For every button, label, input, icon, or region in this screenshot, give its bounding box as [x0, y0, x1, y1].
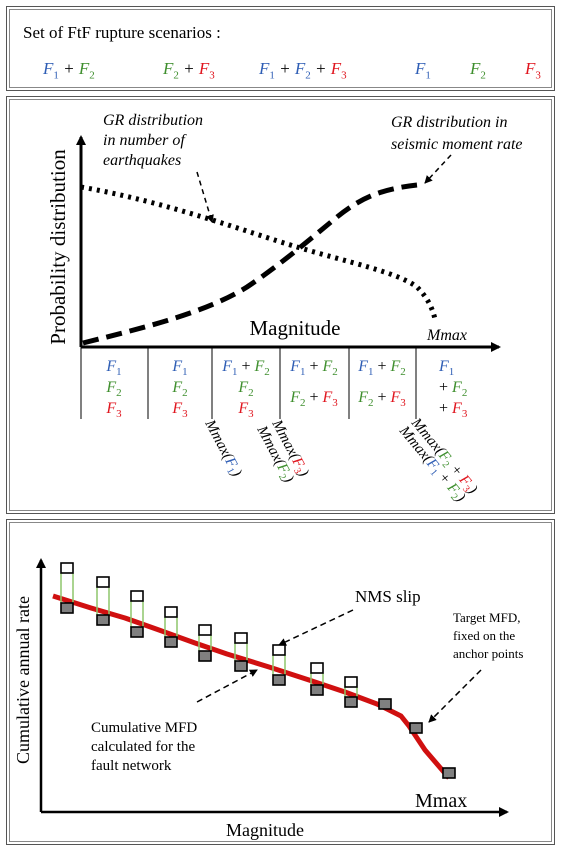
- panel-frame: [9, 99, 552, 511]
- scenario-table: [80, 347, 417, 419]
- fault-rate-marker: [164, 606, 178, 618]
- annot-left-line1: GR distribution: [103, 112, 203, 129]
- cumulative-arrow: [196, 669, 258, 703]
- svg-text:F1 + F2: F1 + F2: [221, 358, 270, 378]
- y-axis-label: Probability distribution: [46, 149, 70, 345]
- cumulative-mfd-marker: [344, 696, 358, 708]
- cumulative-line1: Cumulative MFD: [91, 720, 197, 736]
- scenario-f1-f2-f3: F1 + F2 + F3: [259, 59, 347, 82]
- svg-text:F2: F2: [171, 379, 187, 399]
- probability-panel: Probability distribution Magnitude Mmax …: [6, 96, 555, 514]
- cumulative-mfd-marker: [96, 614, 110, 626]
- probability-diagram: Probability distribution Magnitude Mmax …: [46, 112, 523, 506]
- x-axis-label: Magnitude: [250, 316, 341, 340]
- cumulative-line2: calculated for the: [91, 739, 195, 755]
- svg-text:F2 + F3: F2 + F3: [289, 389, 338, 409]
- panel-title: Set of FtF rupture scenarios :: [23, 23, 221, 42]
- nms-label: NMS slip: [355, 587, 421, 606]
- cumulative-mfd-marker: [442, 767, 456, 779]
- scenario-f3: F3: [525, 59, 541, 82]
- cumulative-mfd-marker: [272, 674, 286, 686]
- cumulative-mfd-marker: [164, 636, 178, 648]
- scenario-f1: F1: [415, 59, 431, 82]
- mmax-label: Mmax: [415, 790, 467, 812]
- annot-right-line1: GR distribution in: [391, 114, 507, 131]
- target-line2: fixed on the: [453, 628, 515, 643]
- svg-text:F1: F1: [105, 358, 121, 378]
- cumulative-mfd-marker: [198, 650, 212, 662]
- cumulative-mfd-marker: [130, 626, 144, 638]
- svg-text:F1 + F2: F1 + F2: [289, 358, 338, 378]
- cumulative-line3: fault network: [91, 758, 172, 774]
- mmax-label: Mmax: [426, 327, 467, 344]
- fault-rate-marker: [96, 576, 110, 588]
- mfd-diagram: Cumulative annual rate Magnitude Mmax NM…: [13, 558, 523, 840]
- fault-rate-marker: [310, 662, 324, 674]
- x-axis-label: Magnitude: [226, 820, 304, 840]
- annot-right-line2: seismic moment rate: [391, 136, 523, 153]
- target-line1: Target MFD,: [453, 610, 520, 625]
- fault-rate-marker: [60, 562, 74, 574]
- scenario-f2-f3: F2 + F3: [163, 59, 215, 82]
- mmax-f1-label: Mmax(F1): [199, 416, 244, 480]
- svg-text:F3: F3: [105, 400, 122, 420]
- svg-text:F1: F1: [438, 358, 454, 378]
- fault-rate-marker: [272, 644, 286, 656]
- nms-arrow: [278, 609, 354, 646]
- svg-text:F2 + F3: F2 + F3: [357, 389, 406, 409]
- y-axis-label: Cumulative annual rate: [13, 596, 33, 764]
- cumulative-mfd-marker: [234, 660, 248, 672]
- svg-text:+ F2: + F2: [439, 379, 467, 399]
- annot-right-arrow: [424, 154, 452, 184]
- target-line3: anchor points: [453, 646, 523, 661]
- annot-left-line2: in number of: [103, 132, 187, 149]
- svg-text:F1 + F2: F1 + F2: [357, 358, 406, 378]
- fault-rate-marker: [130, 590, 144, 602]
- cumulative-mfd-marker: [60, 602, 74, 614]
- scenario-f2: F2: [470, 59, 486, 82]
- cumulative-mfd-marker: [409, 722, 423, 734]
- mfd-points: [60, 562, 456, 779]
- panel-frame: [9, 522, 552, 842]
- panel-frame: [9, 9, 552, 88]
- fault-rate-marker: [198, 624, 212, 636]
- gr-moment-curve: [82, 182, 418, 346]
- svg-text:F3: F3: [237, 400, 254, 420]
- mfd-panel: Cumulative annual rate Magnitude Mmax NM…: [6, 519, 555, 845]
- svg-text:F3: F3: [171, 400, 188, 420]
- scenario-panel: Set of FtF rupture scenarios : F1 + F2 F…: [6, 6, 555, 91]
- scenario-f1-f2: F1 + F2: [43, 59, 95, 82]
- annot-left-line3: earthquakes: [103, 152, 181, 169]
- target-arrow: [428, 669, 482, 723]
- svg-text:F2: F2: [237, 379, 253, 399]
- svg-text:F2: F2: [105, 379, 121, 399]
- svg-text:+ F3: + F3: [439, 400, 468, 420]
- gr-number-curve: [80, 184, 438, 320]
- cumulative-mfd-marker: [378, 698, 392, 710]
- svg-text:F1: F1: [171, 358, 187, 378]
- fault-rate-marker: [234, 632, 248, 644]
- fault-rate-marker: [344, 676, 358, 688]
- cumulative-mfd-marker: [310, 684, 324, 696]
